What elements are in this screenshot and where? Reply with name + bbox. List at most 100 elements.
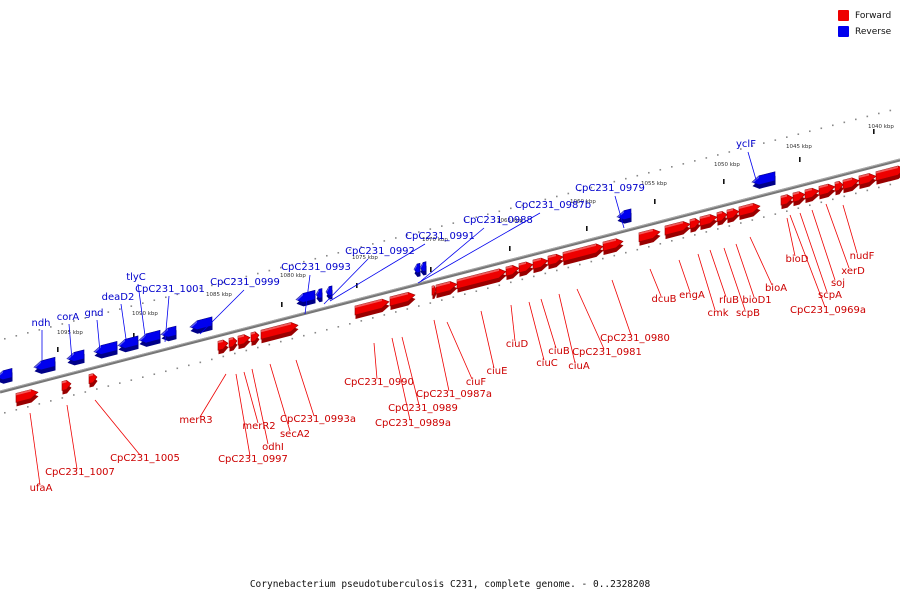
- reverse-gene-label[interactable]: gnd: [84, 308, 103, 319]
- forward-gene-arrow[interactable]: [818, 183, 836, 200]
- reverse-gene-label[interactable]: tlyC: [126, 272, 146, 283]
- forward-gene-arrow[interactable]: [602, 238, 624, 256]
- forward-gene-arrow[interactable]: [562, 243, 604, 266]
- reverse-gene-arrow[interactable]: [189, 316, 213, 334]
- forward-gene-label[interactable]: ufaA: [30, 483, 53, 494]
- forward-gene-arrow[interactable]: [354, 298, 390, 319]
- forward-gene-arrow[interactable]: [435, 281, 458, 299]
- forward-gene-label[interactable]: CpC231_0989a: [375, 418, 451, 429]
- forward-gene-label[interactable]: bioD1: [742, 295, 771, 306]
- forward-gene-label[interactable]: merR3: [179, 415, 212, 426]
- forward-gene-label[interactable]: ciuC: [536, 358, 558, 369]
- forward-gene-label[interactable]: bioA: [765, 283, 787, 294]
- guide-dot: [130, 305, 133, 307]
- forward-gene-arrow[interactable]: [532, 257, 549, 274]
- forward-gene-arrow[interactable]: [842, 177, 860, 194]
- forward-gene-arrow[interactable]: [834, 180, 844, 196]
- forward-gene-label[interactable]: CpC231_0987a: [416, 389, 492, 400]
- forward-gene-arrow[interactable]: [88, 373, 98, 388]
- forward-gene-label[interactable]: engA: [679, 290, 705, 301]
- forward-gene-label[interactable]: bioD: [786, 254, 809, 265]
- forward-gene-arrow[interactable]: [15, 389, 39, 407]
- forward-gene-arrow[interactable]: [792, 191, 806, 207]
- reverse-gene-arrow[interactable]: [419, 261, 427, 276]
- forward-gene-label[interactable]: nudF: [850, 251, 875, 262]
- forward-gene-label[interactable]: ciuA: [568, 361, 590, 372]
- forward-gene-label[interactable]: CpC231_0990: [344, 377, 414, 388]
- forward-gene-label[interactable]: merR2: [242, 421, 275, 432]
- reverse-gene-arrow[interactable]: [66, 349, 85, 366]
- reverse-gene-arrow[interactable]: [117, 335, 139, 353]
- forward-gene-arrow[interactable]: [518, 261, 534, 277]
- forward-gene-label[interactable]: CpC231_0993a: [280, 414, 356, 425]
- reverse-gene-arrow[interactable]: [325, 285, 333, 300]
- forward-gene-label[interactable]: ciuB: [548, 346, 570, 357]
- forward-gene-arrow[interactable]: [689, 218, 701, 233]
- reverse-gene-label[interactable]: CpC231_0993: [281, 262, 351, 273]
- reverse-gene-label[interactable]: CpC231_0999: [210, 277, 280, 288]
- forward-gene-arrow[interactable]: [237, 334, 251, 350]
- forward-gene-arrow[interactable]: [547, 253, 564, 270]
- forward-gene-label[interactable]: soj: [831, 278, 845, 289]
- forward-gene-arrow[interactable]: [716, 211, 728, 226]
- forward-leader-line: [199, 373, 227, 418]
- reverse-gene-arrow[interactable]: [33, 356, 56, 374]
- reverse-gene-label[interactable]: CpC231_0988: [463, 215, 533, 226]
- reverse-gene-label[interactable]: deaD2: [102, 292, 135, 303]
- forward-gene-arrow[interactable]: [250, 331, 260, 346]
- reverse-gene-label[interactable]: ndh: [31, 318, 50, 329]
- forward-gene-arrow[interactable]: [664, 221, 691, 240]
- forward-gene-label[interactable]: CpC231_1005: [110, 453, 180, 464]
- reverse-gene-arrow[interactable]: [0, 368, 13, 384]
- guide-dot: [797, 133, 800, 136]
- forward-gene-arrow[interactable]: [389, 292, 416, 310]
- forward-leader-line: [510, 304, 516, 342]
- forward-gene-arrow[interactable]: [858, 173, 877, 190]
- forward-gene-label[interactable]: ciuE: [487, 366, 508, 377]
- reverse-gene-label[interactable]: CpC231_0979: [575, 183, 645, 194]
- forward-gene-label[interactable]: ciuD: [506, 339, 529, 350]
- forward-gene-arrow[interactable]: [260, 322, 299, 344]
- forward-gene-label[interactable]: CpC231_0969a: [790, 305, 866, 316]
- reverse-gene-arrow[interactable]: [160, 325, 177, 342]
- reverse-gene-label[interactable]: corA: [57, 312, 80, 323]
- forward-gene-arrow[interactable]: [875, 165, 900, 185]
- reverse-gene-arrow[interactable]: [413, 262, 421, 277]
- forward-gene-arrow[interactable]: [780, 194, 794, 210]
- reverse-gene-arrow[interactable]: [93, 340, 118, 359]
- forward-gene-arrow[interactable]: [456, 268, 507, 293]
- reverse-gene-label[interactable]: CpC231_0991: [405, 231, 475, 242]
- forward-gene-arrow[interactable]: [638, 228, 661, 246]
- reverse-gene-arrow[interactable]: [295, 289, 316, 307]
- forward-gene-arrow[interactable]: [505, 265, 520, 281]
- forward-gene-label[interactable]: xerD: [841, 266, 865, 277]
- forward-gene-label[interactable]: CpC231_0997: [218, 454, 288, 465]
- forward-gene-label[interactable]: CpC231_0980: [600, 333, 670, 344]
- reverse-gene-arrow[interactable]: [138, 329, 161, 347]
- forward-gene-arrow[interactable]: [699, 214, 718, 231]
- reverse-gene-arrow[interactable]: [315, 288, 323, 303]
- forward-gene-label[interactable]: scpB: [736, 308, 760, 319]
- reverse-gene-label[interactable]: yclF: [736, 139, 756, 150]
- reverse-gene-label[interactable]: CpC231_1001: [135, 284, 205, 295]
- forward-gene-arrow[interactable]: [431, 285, 437, 300]
- forward-gene-label[interactable]: odhI: [262, 442, 284, 453]
- forward-gene-arrow[interactable]: [217, 339, 229, 355]
- forward-gene-label[interactable]: rluB: [719, 295, 739, 306]
- forward-gene-label[interactable]: CpC231_1007: [45, 467, 115, 478]
- reverse-gene-label[interactable]: CpC231_0987b: [515, 200, 591, 211]
- forward-gene-arrow[interactable]: [726, 208, 740, 224]
- forward-gene-label[interactable]: CpC231_0989: [388, 403, 458, 414]
- forward-gene-label[interactable]: ciuF: [466, 377, 487, 388]
- forward-gene-arrow[interactable]: [61, 380, 72, 395]
- reverse-gene-arrow[interactable]: [751, 171, 776, 189]
- forward-gene-label[interactable]: CpC231_0981: [572, 347, 642, 358]
- forward-gene-label[interactable]: secA2: [280, 429, 310, 440]
- forward-gene-arrow[interactable]: [228, 337, 238, 352]
- forward-gene-arrow[interactable]: [804, 187, 820, 203]
- forward-gene-arrow[interactable]: [738, 203, 761, 220]
- forward-gene-label[interactable]: dcuB: [651, 294, 676, 305]
- forward-gene-label[interactable]: cmk: [707, 308, 728, 319]
- forward-gene-label[interactable]: scpA: [818, 290, 842, 301]
- reverse-gene-label[interactable]: CpC231_0992: [345, 246, 415, 257]
